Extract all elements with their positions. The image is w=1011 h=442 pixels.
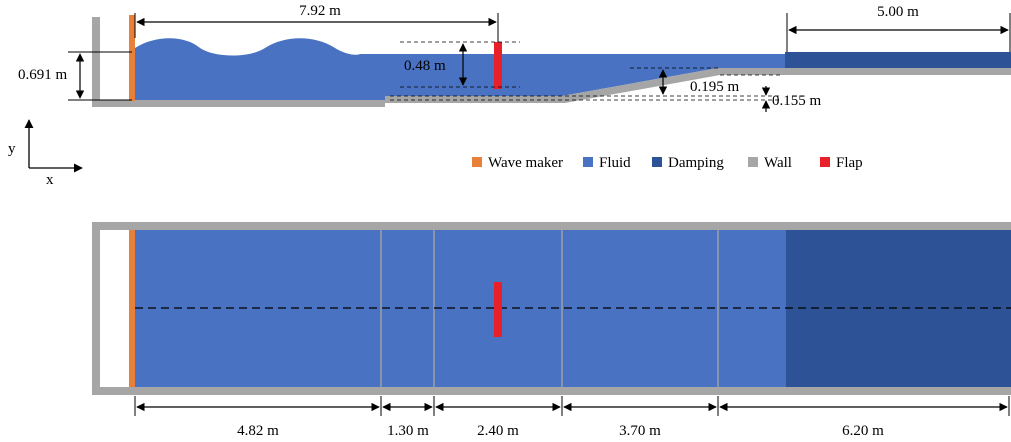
legend-swatch-damping (652, 157, 662, 167)
dim-0-155-label: 0.155 m (772, 93, 822, 109)
dim-segment-2-label: 1.30 m (387, 423, 429, 439)
dim-0-195-label: 0.195 m (690, 79, 740, 95)
legend-swatch-fluid (583, 157, 593, 167)
axes-indicator: y x (8, 119, 83, 188)
side-flap (494, 42, 502, 89)
legend-label-damping: Damping (668, 155, 724, 171)
top-damping-zone (786, 230, 1011, 387)
x-axis-label: x (46, 172, 54, 188)
top-flap (494, 282, 502, 337)
dim-5-00-label: 5.00 m (877, 4, 919, 20)
legend-label-wave-maker: Wave maker (488, 155, 563, 171)
dim-0-691-label: 0.691 m (18, 67, 68, 83)
top-view-dimensions: 4.82 m 1.30 m 2.40 m 3.70 m 6.20 m (134, 396, 1010, 439)
side-fluid (135, 38, 785, 100)
side-view: 7.92 m 5.00 m 0.691 m 0.48 m 0.195 m 0.1… (18, 3, 1011, 112)
dim-segment-4-label: 3.70 m (619, 423, 661, 439)
legend: Wave maker Fluid Damping Wall Flap (472, 155, 863, 171)
legend-label-wall: Wall (764, 155, 792, 171)
side-bottom-wall (92, 68, 1011, 107)
y-axis-label: y (8, 141, 16, 157)
legend-swatch-wall (748, 157, 758, 167)
top-view (92, 222, 1011, 395)
dim-0-48-label: 0.48 m (404, 58, 446, 74)
side-wave-maker (129, 15, 135, 101)
dim-segment-1-label: 4.82 m (237, 423, 279, 439)
side-damping-zone (785, 52, 1011, 68)
top-wave-maker (129, 230, 135, 387)
dim-7-92-label: 7.92 m (299, 3, 341, 19)
legend-label-flap: Flap (836, 155, 863, 171)
dim-segment-5-label: 6.20 m (842, 423, 884, 439)
legend-swatch-flap (820, 157, 830, 167)
dim-segment-3-label: 2.40 m (477, 423, 519, 439)
legend-label-fluid: Fluid (599, 155, 631, 171)
legend-swatch-wave-maker (472, 157, 482, 167)
side-left-wall (92, 17, 100, 107)
